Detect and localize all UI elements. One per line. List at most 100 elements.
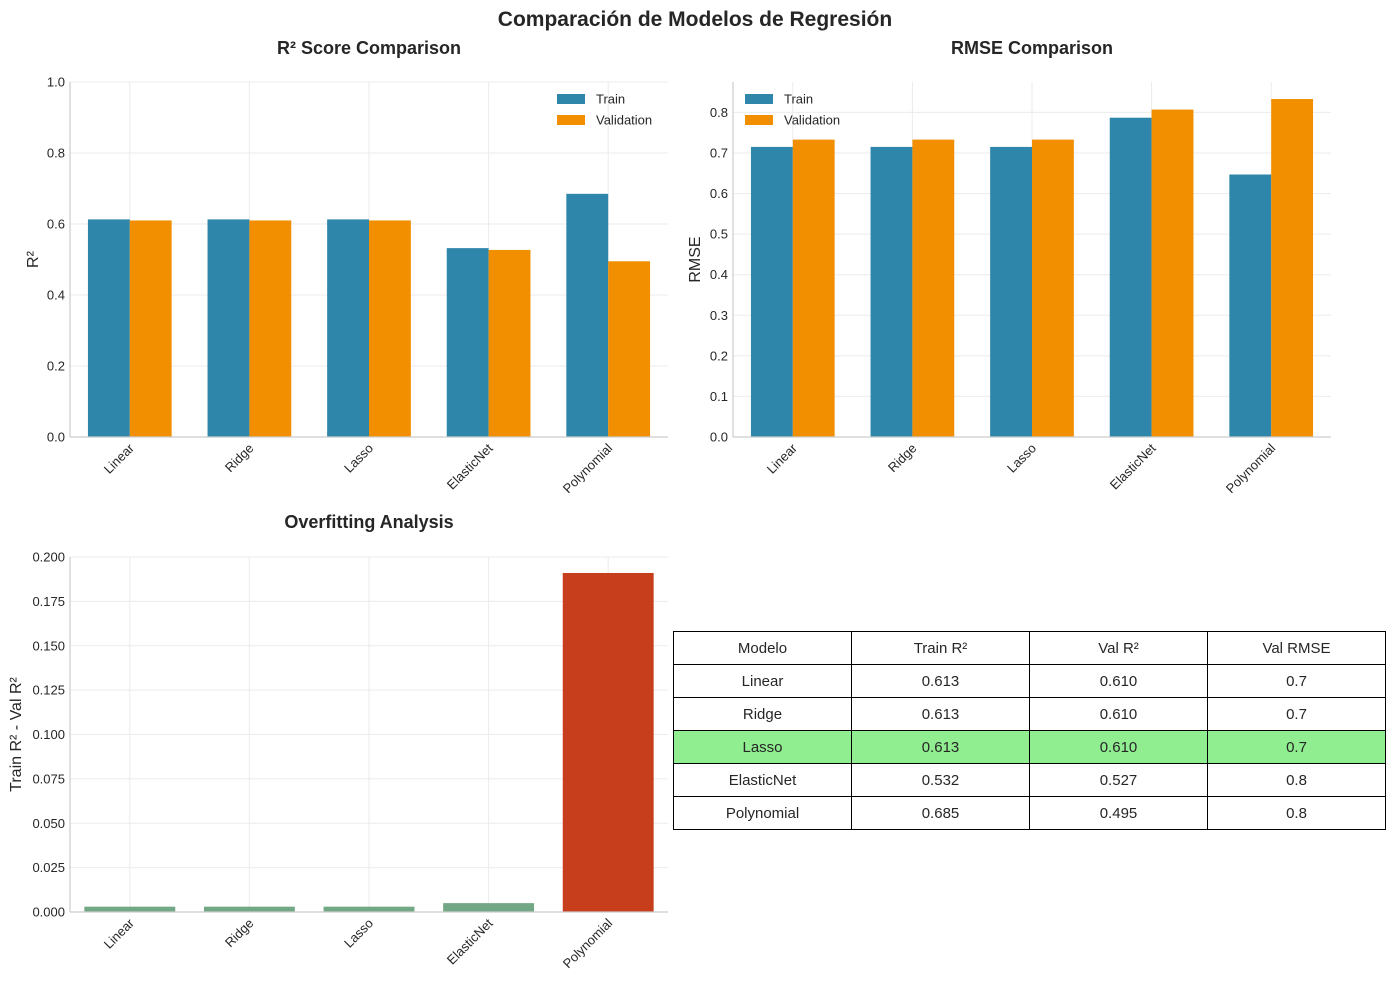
bar-train-ridge <box>207 219 250 437</box>
bar-validation-ridge <box>249 220 292 437</box>
bar-overfit-polynomial <box>562 572 654 912</box>
y-tick-label: 0.000 <box>32 905 65 920</box>
r2-chart: 0.0 0.2 0.4 0.6 0.8 1.0 R² Score Comparison R² L… <box>25 38 668 496</box>
y-tick-label: 0.3 <box>710 308 728 323</box>
x-tick-label: Linear <box>101 915 138 952</box>
rmse-chart: 0.0 0.1 0.2 0.3 0.4 0.5 0.6 0.7 0.8 RMSE Comparis… <box>687 38 1331 496</box>
bar-overfit-linear <box>84 906 176 912</box>
table-cell: ElasticNet <box>673 763 852 797</box>
y-tick-label: 0.075 <box>32 771 65 786</box>
table-row: ElasticNet 0.532 0.527 0.8 <box>673 763 1386 797</box>
table-cell: 0.610 <box>1029 697 1208 731</box>
bar-train-lasso <box>327 219 369 437</box>
bar-validation-elasticnet <box>488 249 531 437</box>
y-tick-label: 0.6 <box>710 186 728 201</box>
legend-label: Train <box>784 92 813 107</box>
bar-validation-polynomial <box>608 261 651 437</box>
y-axis-label: Train R² - Val R² <box>8 676 25 791</box>
legend-swatch-validation <box>745 115 773 125</box>
legend-swatch-train <box>745 94 773 104</box>
bar-train-linear <box>750 146 793 437</box>
x-tick-label: Polynomial <box>560 440 616 496</box>
y-tick-label: 0.0 <box>710 430 728 445</box>
y-tick-label: 0.1 <box>710 389 728 404</box>
y-tick-label: 1.0 <box>47 75 65 90</box>
table-cell: 0.8 <box>1207 763 1386 797</box>
table-cell: 0.7 <box>1207 730 1386 764</box>
y-tick-label: 0.050 <box>32 816 65 831</box>
bar-train-lasso <box>990 146 1032 437</box>
table-cell: 0.685 <box>851 796 1030 830</box>
x-tick-label: Ridge <box>885 441 920 476</box>
y-tick-label: 0.0 <box>47 430 65 445</box>
x-tick-label: Linear <box>764 440 801 477</box>
table-header-row: Modelo Train R² Val R² Val RMSE <box>673 631 1386 665</box>
table-cell: Ridge <box>673 697 852 731</box>
table-cell: Linear <box>673 664 852 698</box>
y-tick-label: 0.2 <box>710 348 728 363</box>
y-tick-label: 0.7 <box>710 146 728 161</box>
table-cell: 0.8 <box>1207 796 1386 830</box>
bar-validation-linear <box>792 139 835 437</box>
table-body: Linear 0.613 0.610 0.7 Ridge 0.613 0.610… <box>673 664 1386 830</box>
chart-title: RMSE Comparison <box>951 38 1113 58</box>
y-tick-label: 0.8 <box>47 146 65 161</box>
bar-overfit-lasso <box>323 906 415 912</box>
bar-train-polynomial <box>1229 174 1272 437</box>
overfitting-chart: 0.000 0.025 0.050 0.075 0.100 0.125 0.150 0.175… <box>8 512 668 971</box>
bar-train-polynomial <box>566 193 609 437</box>
header-cell: Modelo <box>673 631 852 665</box>
y-tick-label: 0.125 <box>32 683 65 698</box>
x-tick-label: Polynomial <box>560 915 616 971</box>
table-row: Ridge 0.613 0.610 0.7 <box>673 697 1386 731</box>
table-row: Linear 0.613 0.610 0.7 <box>673 664 1386 698</box>
chart-title: R² Score Comparison <box>277 38 461 58</box>
table-cell: 0.7 <box>1207 697 1386 731</box>
chart-title: Overfitting Analysis <box>284 512 453 532</box>
legend-label: Validation <box>784 113 840 128</box>
y-tick-label: 0.025 <box>32 860 65 875</box>
table-cell: 0.613 <box>851 664 1030 698</box>
bar-validation-lasso <box>369 220 411 437</box>
x-tick-label: ElasticNet <box>444 440 496 492</box>
table-cell: 0.610 <box>1029 664 1208 698</box>
y-tick-label: 0.200 <box>32 550 65 565</box>
table-cell: 0.495 <box>1029 796 1208 830</box>
table-cell: 0.613 <box>851 697 1030 731</box>
y-axis-label: R² <box>25 250 42 268</box>
table-cell: 0.532 <box>851 763 1030 797</box>
y-axis-label: RMSE <box>687 236 704 282</box>
table-cell: Polynomial <box>673 796 852 830</box>
table-cell: 0.610 <box>1029 730 1208 764</box>
bar-overfit-elasticnet <box>443 903 535 912</box>
legend-label: Train <box>596 92 625 107</box>
bar-validation-linear <box>129 220 172 437</box>
bar-overfit-ridge <box>203 906 295 912</box>
table-header: Modelo Train R² Val R² Val RMSE <box>673 631 1386 665</box>
header-cell: Val RMSE <box>1207 631 1386 665</box>
x-tick-label: Ridge <box>222 916 257 951</box>
x-tick-label: Linear <box>101 440 138 477</box>
y-tick-label: 0.4 <box>47 288 65 303</box>
y-tick-label: 0.4 <box>710 267 728 282</box>
bar-train-linear <box>87 219 130 437</box>
header-cell: Val R² <box>1029 631 1208 665</box>
y-tick-label: 0.8 <box>710 105 728 120</box>
y-tick-label: 0.100 <box>32 727 65 742</box>
table-cell: 0.7 <box>1207 664 1386 698</box>
y-tick-label: 0.5 <box>710 227 728 242</box>
y-tick-label: 0.175 <box>32 594 65 609</box>
table-cell: 0.613 <box>851 730 1030 764</box>
x-tick-label: ElasticNet <box>1107 440 1159 492</box>
bar-train-elasticnet <box>1109 117 1152 438</box>
bar-train-elasticnet <box>446 248 489 437</box>
x-tick-label: ElasticNet <box>444 915 496 967</box>
y-tick-label: 0.150 <box>32 638 65 653</box>
legend-swatch-train <box>557 94 585 104</box>
table-cell: Lasso <box>673 730 852 764</box>
legend-swatch-validation <box>557 115 585 125</box>
table-row-highlighted: Lasso 0.613 0.610 0.7 <box>673 730 1386 764</box>
bar-validation-ridge <box>912 139 955 437</box>
bar-validation-polynomial <box>1271 99 1314 437</box>
